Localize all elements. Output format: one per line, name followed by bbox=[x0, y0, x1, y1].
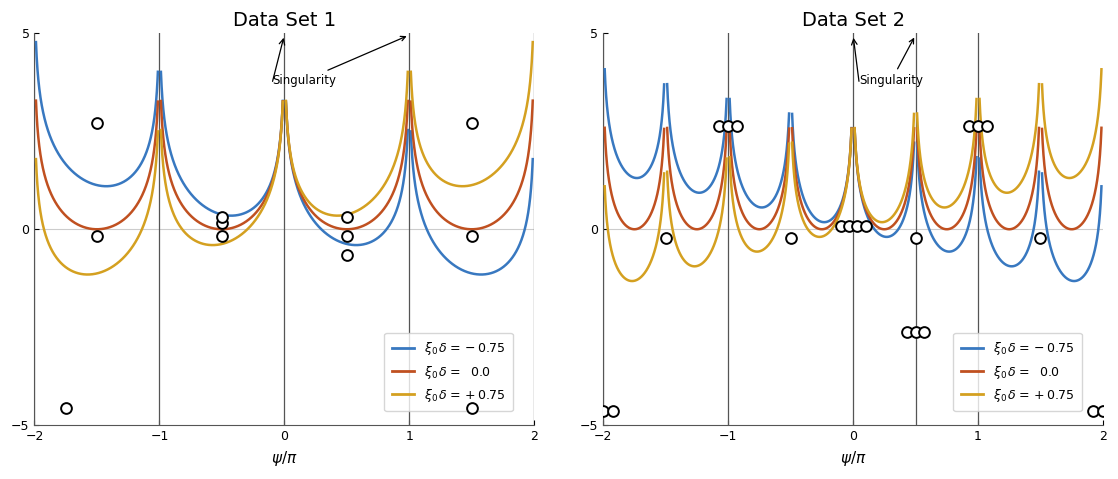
Point bbox=[604, 407, 622, 414]
Point bbox=[1084, 407, 1102, 414]
Point bbox=[728, 123, 746, 130]
Point bbox=[656, 234, 674, 242]
Point bbox=[960, 123, 978, 130]
Point bbox=[1032, 234, 1050, 242]
Point bbox=[1103, 407, 1118, 414]
Point bbox=[1095, 407, 1112, 414]
Point bbox=[710, 123, 728, 130]
Point bbox=[57, 404, 75, 411]
Point bbox=[338, 213, 356, 220]
Point bbox=[907, 234, 925, 242]
Point bbox=[88, 232, 106, 240]
Point bbox=[463, 119, 481, 127]
Point bbox=[781, 234, 799, 242]
Point bbox=[585, 407, 603, 414]
Point bbox=[969, 123, 987, 130]
Point bbox=[463, 232, 481, 240]
Point bbox=[88, 119, 106, 127]
Point bbox=[856, 222, 874, 230]
Point bbox=[841, 222, 859, 230]
Point bbox=[212, 219, 230, 227]
Text: Singularity: Singularity bbox=[860, 39, 923, 87]
Point bbox=[338, 232, 356, 240]
Legend: $\xi_0\,\delta = -0.75$, $\xi_0\,\delta =\ \ 0.0$, $\xi_0\,\delta = +0.75$: $\xi_0\,\delta = -0.75$, $\xi_0\,\delta … bbox=[385, 333, 513, 411]
Title: Data Set 1: Data Set 1 bbox=[233, 11, 335, 30]
Point bbox=[847, 222, 865, 230]
Point bbox=[719, 123, 737, 130]
Point bbox=[907, 328, 925, 336]
Text: Singularity: Singularity bbox=[272, 36, 406, 87]
Point bbox=[898, 328, 916, 336]
Point bbox=[595, 407, 613, 414]
Title: Data Set 2: Data Set 2 bbox=[802, 11, 904, 30]
Point bbox=[338, 251, 356, 259]
Point bbox=[212, 213, 230, 220]
Point bbox=[212, 232, 230, 240]
Point bbox=[463, 404, 481, 411]
Legend: $\xi_0\,\delta = -0.75$, $\xi_0\,\delta =\ \ 0.0$, $\xi_0\,\delta = +0.75$: $\xi_0\,\delta = -0.75$, $\xi_0\,\delta … bbox=[954, 333, 1082, 411]
Point bbox=[916, 328, 934, 336]
Point bbox=[832, 222, 850, 230]
Point bbox=[978, 123, 996, 130]
X-axis label: $\psi/\pi$: $\psi/\pi$ bbox=[840, 449, 866, 468]
X-axis label: $\psi/\pi$: $\psi/\pi$ bbox=[271, 449, 297, 468]
